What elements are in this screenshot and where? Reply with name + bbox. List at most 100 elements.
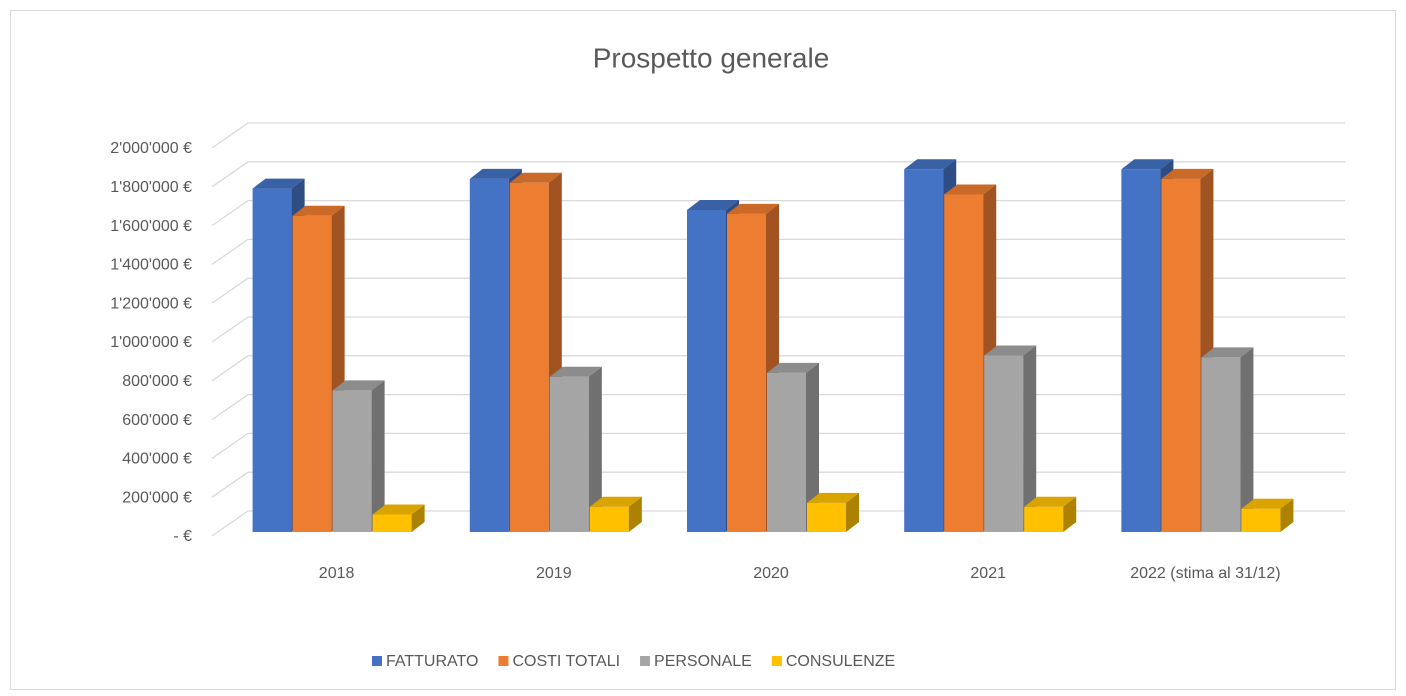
bar-top [727,203,779,214]
bar-top-shade [1241,498,1294,509]
chart-title: Prospetto generale [593,42,830,73]
bar-side [1280,498,1294,532]
bar-top [807,492,859,503]
bar-top-shade [292,205,345,216]
bar-side-shade [1280,498,1294,532]
x-tick-label: 2022 (stima al 31/12) [1130,565,1281,582]
bar-side [846,492,859,532]
bar-top [687,199,739,210]
bar [687,209,726,532]
bar-top [1241,498,1294,509]
bar-side-shade [588,366,602,532]
bar-side [588,366,602,532]
y-tick-label: 1'800'000 € [110,179,192,196]
bar-top [1161,168,1214,179]
grid-line [211,161,1345,188]
bar-side [411,504,425,532]
bar-top-shade [1024,496,1077,507]
legend-swatch [498,656,509,666]
y-tick-label: 600'000 € [122,412,192,429]
bar-side [628,496,642,532]
bar-top [904,159,957,170]
bar [767,372,806,532]
bar [807,502,846,532]
legend-label: CONSULENZE [786,653,895,670]
bar [1024,506,1064,532]
legend-swatch [372,656,382,666]
bar-top-shade [944,184,997,195]
y-tick-label: 1'600'000 € [110,218,192,235]
legend-label: COSTI TOTALI [512,653,620,670]
bar-top [1201,347,1254,358]
bar [727,213,766,532]
bar-top-shade [549,366,602,377]
y-tick-label: 1'200'000 € [110,295,192,312]
bar [372,514,412,532]
bar [1201,357,1241,532]
bar [292,215,332,532]
bar-top-shade [727,203,779,214]
bar-top [469,168,522,179]
bar-top [292,205,345,216]
bar-side-shade [846,492,859,532]
bar-top-shade [904,159,957,170]
bar-side-shade [1240,347,1254,532]
bar-top-shade [1121,159,1174,170]
bar-side [1023,345,1037,532]
bar [984,355,1024,532]
bar-side-shade [628,496,642,532]
bar [1241,508,1281,532]
y-tick-label: 1'400'000 € [110,257,192,274]
y-tick-label: 1'000'000 € [110,334,192,351]
bar-top [984,345,1037,356]
bar [252,188,292,532]
bar-top [252,178,305,189]
bar-top [332,380,385,391]
y-tick-label: - € [173,528,192,545]
y-tick-label: 2'000'000 € [110,140,192,157]
bar-top-shade [469,168,522,179]
bar-top [372,504,425,515]
bar [904,169,944,532]
bar-side-shade [1063,496,1077,532]
bar [1121,169,1161,532]
x-tick-label: 2021 [970,565,1006,582]
bar [469,178,509,533]
bar-side [371,380,385,532]
bar-top-shade [767,362,819,373]
bar [589,506,629,532]
legend-label: PERSONALE [654,653,752,670]
bar [1161,178,1201,533]
bar-top-shade [984,345,1037,356]
bar-top-shade [509,172,562,183]
y-tick-label: 200'000 € [122,489,192,506]
legend-label: FATTURATO [386,653,478,670]
bar-side [806,362,819,532]
bar-side-shade [371,380,385,532]
bar-top [767,362,819,373]
bar [944,194,984,532]
bar-side [1063,496,1077,532]
bar [509,182,549,533]
bar-top [1121,159,1174,170]
bar [332,390,372,532]
x-tick-label: 2020 [753,565,789,582]
bar-side-shade [1023,345,1037,532]
bar-top-shade [687,199,739,210]
bar-top [1024,496,1077,507]
x-tick-label: 2018 [318,565,355,582]
bar-top-shade [807,492,859,503]
bar-top-shade [1161,168,1214,179]
bar-side-shade [411,504,425,532]
y-tick-label: 400'000 € [122,451,192,468]
bar-side-shade [806,362,819,532]
bar-top-shade [252,178,305,189]
legend-swatch [640,656,651,666]
bar-top [509,172,562,183]
bar-top [944,184,997,195]
grid-line [211,122,1345,149]
bar [549,376,589,532]
x-tick-label: 2019 [536,565,572,582]
